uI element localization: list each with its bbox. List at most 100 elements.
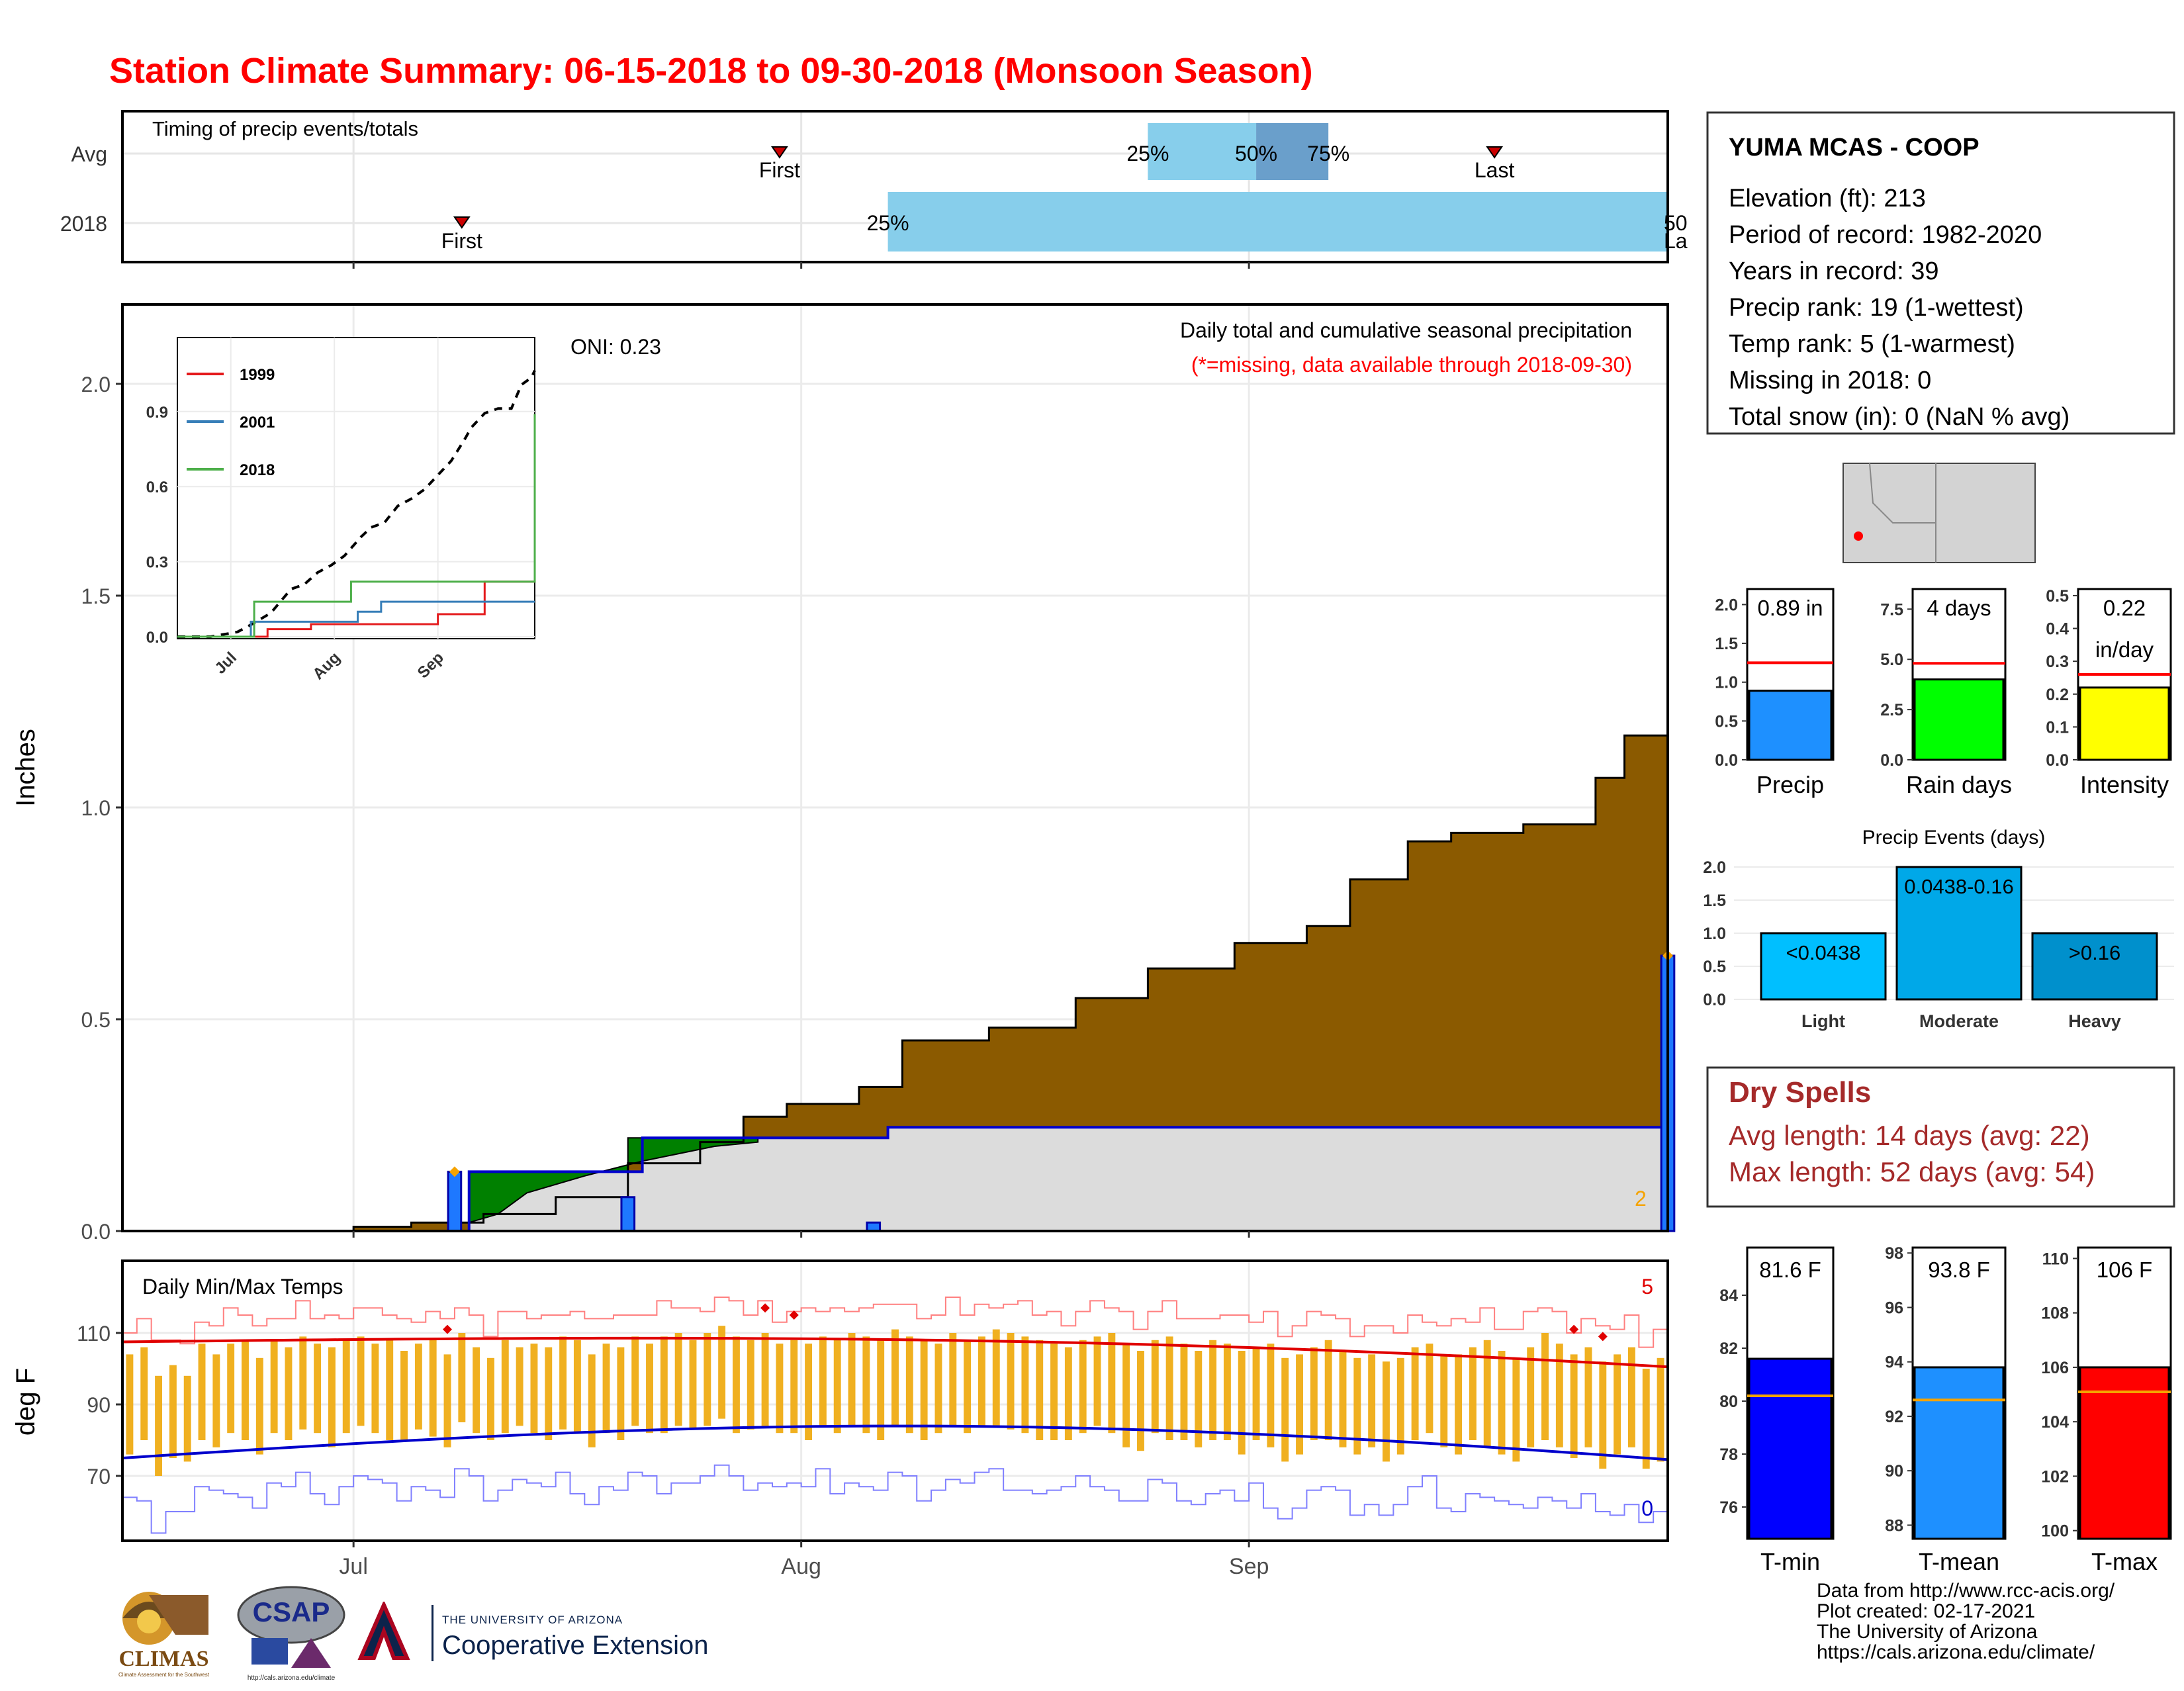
- temp-daily-bar-82: [1310, 1347, 1318, 1440]
- precip-minibar-value-1: 4 days: [1927, 596, 1991, 620]
- temp-daily-bar-105: [1642, 1369, 1650, 1469]
- inset-series-line-2018: [177, 414, 536, 638]
- temp-minibar-value-0: 81.6 F: [1759, 1257, 1821, 1282]
- inset-legend-label-0: 1999: [240, 366, 275, 384]
- precip-events-barlabel-1: 0.0438-0.16: [1904, 875, 2013, 898]
- temp-daily-bar-9: [255, 1357, 263, 1455]
- credit-line-university: The University of Arizona: [1817, 1621, 2038, 1643]
- temp-daily-bar-85: [1353, 1357, 1361, 1455]
- temp-daily-bar-98: [1541, 1333, 1549, 1440]
- obs-cumulative-area: [122, 854, 1668, 1231]
- temp-minibar-ticklabel-0-4: 84: [1719, 1287, 1738, 1305]
- precip-minibar-0: [1748, 690, 1833, 761]
- temp-daily-bar-73: [1180, 1344, 1188, 1440]
- station-info-line-1: Period of record: 1982-2020: [1729, 221, 2042, 249]
- avg-cumulative-line: [122, 727, 1669, 1232]
- temp-record-high-line: [122, 1297, 1668, 1348]
- inset-ytick-0: 0.0: [146, 629, 168, 647]
- precip-minibar-2: [2079, 686, 2170, 761]
- temp-daily-bar-61: [1007, 1333, 1015, 1430]
- temp-daily-bar-100: [1570, 1354, 1578, 1458]
- station-info-line-5: Missing in 2018: 0: [1729, 367, 1931, 394]
- temp-daily-bar-67: [1093, 1336, 1101, 1426]
- temp-daily-bar-57: [949, 1333, 957, 1426]
- timing-row-label-1: 2018: [60, 212, 107, 236]
- temp-daily-bar-97: [1527, 1347, 1535, 1447]
- temp-minibar-label-0: T-min: [1760, 1548, 1820, 1575]
- main-ytick-label-0: 0.0: [81, 1220, 111, 1244]
- oni-annotation: ONI: 0.23: [570, 335, 661, 359]
- precip-minibar-label-1: Rain days: [1906, 771, 2012, 798]
- precip-minibar-ticklabel-2-5: 0.5: [2046, 587, 2069, 606]
- temp-minibar-ticklabel-0-0: 76: [1719, 1498, 1738, 1517]
- main-ytick-label-1: 0.5: [81, 1008, 111, 1032]
- precip-minibar-ticklabel-2-3: 0.3: [2046, 653, 2069, 671]
- precip-minibar-ticklabel-0-0: 0.0: [1715, 751, 1738, 770]
- temp-minibar-ticklabel-2-4: 108: [2041, 1304, 2069, 1323]
- avg-cumulative-area: [122, 727, 1668, 1231]
- temp-minibar-ticklabel-2-0: 100: [2041, 1522, 2069, 1541]
- temp-daily-bar-10: [270, 1340, 278, 1434]
- precip-minibar-ticklabel-1-0: 0.0: [1880, 751, 1903, 770]
- precip-events-ytick-1: 0.5: [1703, 958, 1726, 976]
- precip-events-barlabel-0: <0.0438: [1786, 941, 1861, 964]
- station-info-line-6: Total snow (in): 0 (NaN % avg): [1729, 403, 2070, 431]
- credit-line-data-source: Data from http://www.rcc-acis.org/: [1817, 1580, 2115, 1602]
- precip-minibar-1: [1913, 678, 2005, 761]
- temp-daily-bar-22: [443, 1354, 451, 1447]
- temp-daily-bar-102: [1599, 1361, 1607, 1469]
- temp-daily-bar-50: [848, 1333, 856, 1426]
- timing-2018-first-label: First: [441, 229, 482, 253]
- temp-daily-bar-77: [1238, 1351, 1246, 1455]
- temp-daily-bar-80: [1281, 1357, 1289, 1462]
- precip-minibar-ticklabel-0-4: 2.0: [1715, 596, 1738, 614]
- main-ytick-label-3: 1.5: [81, 584, 111, 608]
- temp-daily-bar-19: [400, 1351, 408, 1440]
- inset-frame: [177, 337, 535, 639]
- temp-minibar-label-1: T-mean: [1919, 1548, 1999, 1575]
- temp-ylabel: deg F: [11, 1368, 40, 1436]
- temp-minibar-ticklabel-0-2: 80: [1719, 1393, 1738, 1411]
- precip-minibar-ticklabel-2-4: 0.4: [2046, 620, 2069, 639]
- station-info-line-3: Precip rank: 19 (1-wettest): [1729, 294, 2024, 322]
- temp-daily-bar-96: [1512, 1357, 1520, 1462]
- temp-daily-bar-29: [545, 1347, 553, 1440]
- timing-avg-last-marker: [1486, 146, 1504, 159]
- precip-minibar-ticklabel-0-1: 0.5: [1715, 712, 1738, 731]
- temp-daily-bar-30: [559, 1336, 567, 1430]
- temp-daily-bar-56: [934, 1344, 942, 1434]
- temp-daily-bar-71: [1151, 1340, 1159, 1434]
- temp-daily-bar-24: [473, 1347, 480, 1434]
- temp-daily-bar-81: [1296, 1354, 1303, 1455]
- station-info-line-4: Temp rank: 5 (1-warmest): [1729, 330, 2015, 358]
- temp-daily-bar-75: [1209, 1340, 1217, 1440]
- temp-daily-bar-1: [140, 1347, 148, 1440]
- station-info-line-0: Elevation (ft): 213: [1729, 185, 1926, 212]
- timing-avg-last-label: Last: [1475, 158, 1515, 182]
- temp-daily-bar-55: [920, 1340, 928, 1440]
- main-annotation-title: Daily total and cumulative seasonal prec…: [1180, 318, 1632, 342]
- precip-minibar-ticklabel-0-2: 1.0: [1715, 674, 1738, 692]
- temp-minibar-label-2: T-max: [2091, 1548, 2158, 1575]
- temp-daily-bar-18: [386, 1340, 394, 1440]
- precip-events-ytick-0: 0.0: [1703, 991, 1726, 1009]
- missing-count: 2: [1635, 1187, 1647, 1211]
- temp-xtick-label-1: Aug: [781, 1554, 821, 1579]
- temp-panel-frame: [121, 1259, 1669, 1542]
- temp-daily-bar-94: [1483, 1340, 1491, 1447]
- temp-minibar-2: [2079, 1366, 2170, 1540]
- main-ytick-label-2: 1.0: [81, 796, 111, 820]
- temp-normal-min-line: [122, 1424, 1668, 1461]
- precip-minibar-label-0: Precip: [1756, 771, 1824, 798]
- temp-daily-bar-86: [1368, 1354, 1376, 1447]
- temp-daily-bar-11: [285, 1347, 293, 1440]
- inset-avg-dashed-line: [177, 369, 536, 638]
- temp-daily-bar-5: [198, 1344, 206, 1440]
- temp-daily-bar-54: [905, 1336, 913, 1434]
- temp-daily-bar-4: [183, 1375, 191, 1462]
- temp-xtick-label-0: Jul: [339, 1554, 367, 1579]
- precip-minibar-ticklabel-1-3: 7.5: [1880, 600, 1903, 619]
- temp-daily-bar-64: [1050, 1344, 1058, 1440]
- temp-daily-bar-65: [1064, 1347, 1072, 1440]
